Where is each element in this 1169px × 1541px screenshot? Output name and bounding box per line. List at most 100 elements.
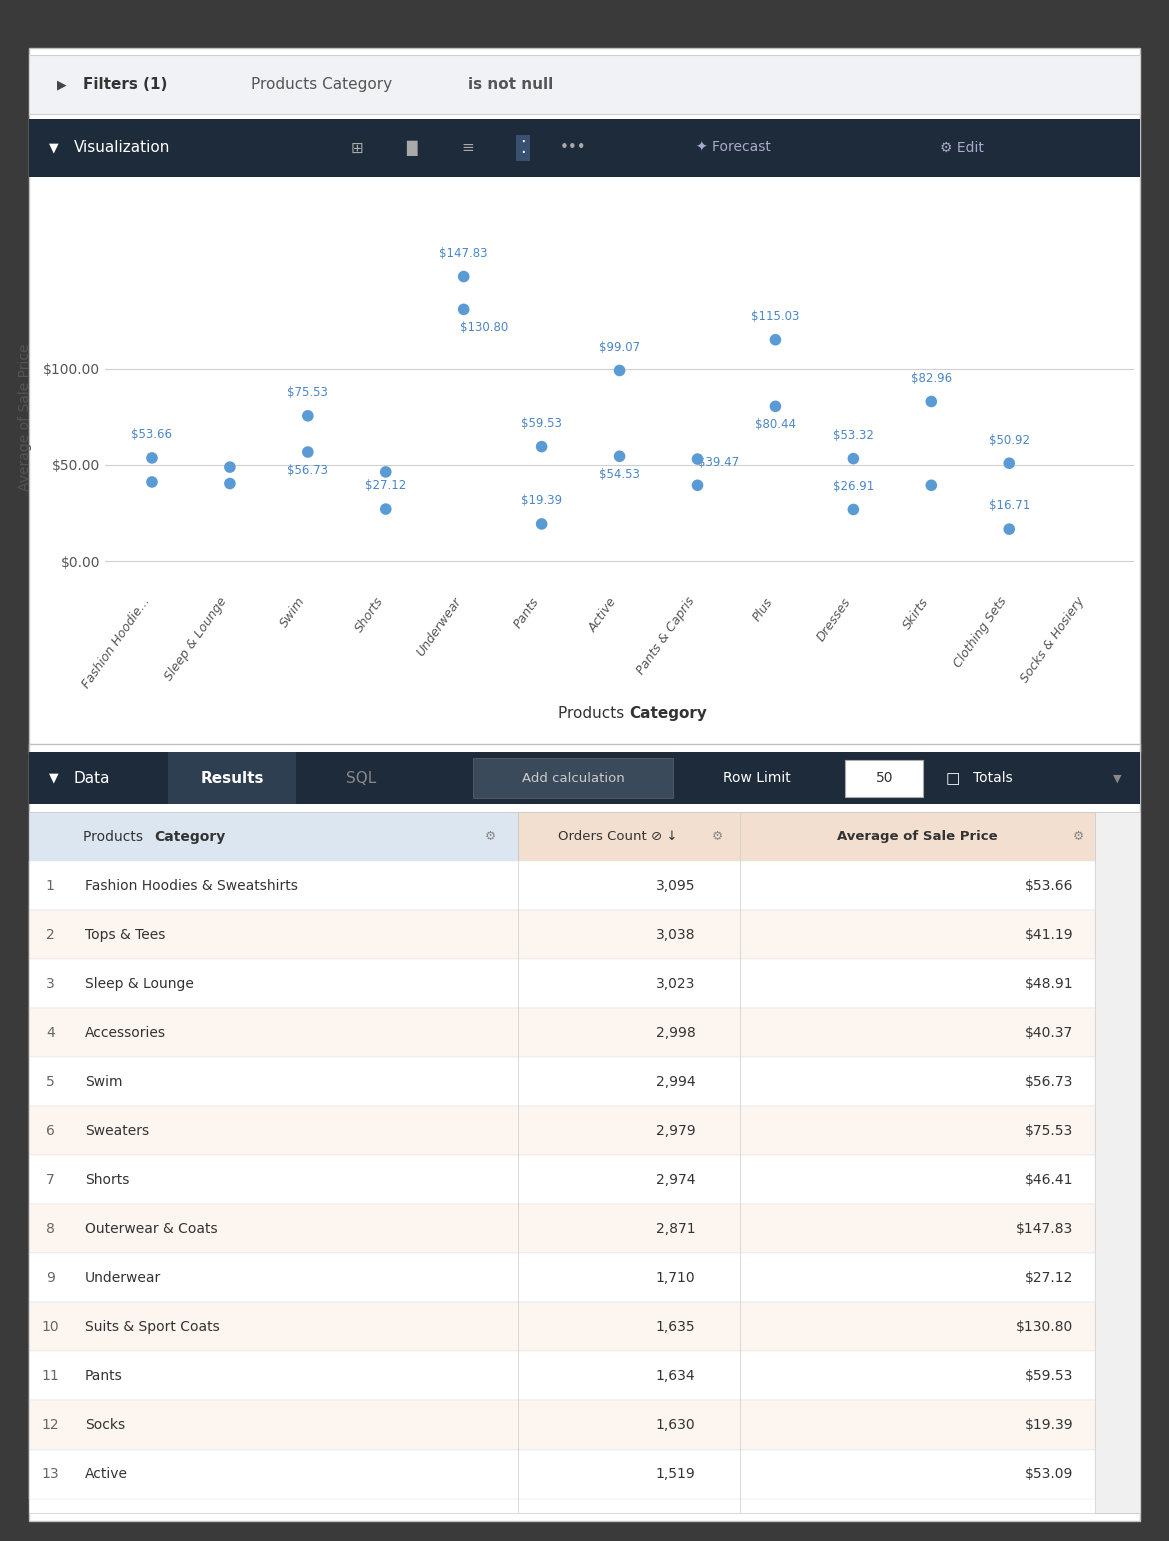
Point — [455, 264, 473, 288]
Point — [766, 394, 784, 419]
Text: Totals: Totals — [973, 770, 1014, 786]
Text: 3: 3 — [46, 977, 55, 991]
Bar — [518, 812, 1095, 861]
Point — [610, 358, 629, 382]
Text: SQL: SQL — [346, 770, 376, 786]
Point — [455, 297, 473, 322]
Bar — [29, 1351, 1095, 1401]
Text: Sweaters: Sweaters — [84, 1123, 148, 1137]
Text: Data: Data — [74, 770, 110, 786]
Text: $53.66: $53.66 — [1025, 878, 1073, 892]
Bar — [29, 1401, 1095, 1450]
Text: $82.96: $82.96 — [911, 371, 952, 385]
Text: 11: 11 — [41, 1368, 60, 1382]
Point — [143, 470, 161, 495]
Bar — [29, 959, 1095, 1008]
Text: ▐▌: ▐▌ — [401, 140, 424, 156]
Text: $130.80: $130.80 — [461, 322, 509, 334]
Text: Orders Count ⊘ ↓: Orders Count ⊘ ↓ — [558, 831, 678, 843]
Text: 1,519: 1,519 — [656, 1467, 696, 1481]
Bar — [168, 752, 296, 804]
Text: Suits & Sport Coats: Suits & Sport Coats — [84, 1321, 220, 1335]
Bar — [29, 911, 1095, 959]
Text: Visualization: Visualization — [74, 140, 170, 156]
Text: 2,979: 2,979 — [656, 1123, 696, 1137]
Text: 1,635: 1,635 — [656, 1321, 696, 1335]
Text: $75.53: $75.53 — [288, 387, 328, 399]
Bar — [29, 1302, 1095, 1351]
Bar — [29, 812, 518, 861]
Text: $39.47: $39.47 — [698, 456, 739, 468]
Text: 1: 1 — [46, 878, 55, 892]
Text: 5: 5 — [46, 1074, 55, 1089]
Text: $16.71: $16.71 — [989, 499, 1030, 513]
Text: 12: 12 — [42, 1418, 60, 1432]
Text: 4: 4 — [46, 1026, 55, 1040]
Text: Category: Category — [629, 706, 707, 721]
Point — [376, 459, 395, 484]
Text: ⁚: ⁚ — [520, 139, 526, 157]
Text: $75.53: $75.53 — [1025, 1123, 1073, 1137]
Text: Filters (1): Filters (1) — [83, 77, 167, 92]
Bar — [29, 1156, 1095, 1205]
Text: 1,710: 1,710 — [656, 1271, 696, 1285]
Text: •••: ••• — [560, 140, 587, 156]
Text: Socks: Socks — [84, 1418, 125, 1432]
Text: $41.19: $41.19 — [1024, 928, 1073, 942]
Text: Category: Category — [154, 829, 226, 843]
Text: Outerwear & Coats: Outerwear & Coats — [84, 1222, 217, 1236]
Bar — [845, 760, 924, 797]
Text: $147.83: $147.83 — [1016, 1222, 1073, 1236]
Text: Products Category: Products Category — [251, 77, 393, 92]
Text: 10: 10 — [42, 1321, 60, 1335]
Bar — [473, 758, 673, 798]
Point — [221, 455, 240, 479]
Text: ⁚: ⁚ — [521, 140, 526, 156]
Point — [143, 445, 161, 470]
Point — [999, 516, 1018, 541]
Text: $59.53: $59.53 — [1025, 1368, 1073, 1382]
Point — [999, 452, 1018, 476]
Text: 1,630: 1,630 — [656, 1418, 696, 1432]
Text: Products: Products — [558, 706, 629, 721]
Text: ⊞: ⊞ — [351, 140, 364, 156]
Text: is not null: is not null — [468, 77, 553, 92]
Bar — [29, 1008, 1095, 1057]
Bar — [29, 1253, 1095, 1302]
Point — [298, 404, 317, 428]
Text: 13: 13 — [42, 1467, 60, 1481]
Text: Tops & Tees: Tops & Tees — [84, 928, 165, 942]
Point — [532, 435, 551, 459]
Text: 2: 2 — [46, 928, 55, 942]
Text: 3,023: 3,023 — [656, 977, 696, 991]
Text: 3,095: 3,095 — [656, 878, 696, 892]
Text: ⚙: ⚙ — [1073, 831, 1085, 843]
Text: $53.66: $53.66 — [131, 428, 173, 441]
Text: $130.80: $130.80 — [1016, 1321, 1073, 1335]
Point — [298, 439, 317, 464]
Bar — [1095, 812, 1140, 1513]
Point — [610, 444, 629, 468]
Text: $50.92: $50.92 — [989, 433, 1030, 447]
Text: ✦ Forecast: ✦ Forecast — [696, 140, 770, 156]
Text: Swim: Swim — [84, 1074, 123, 1089]
Text: $53.09: $53.09 — [1025, 1467, 1073, 1481]
Text: $27.12: $27.12 — [365, 479, 407, 493]
Text: $99.07: $99.07 — [599, 341, 641, 354]
Text: $27.12: $27.12 — [1025, 1271, 1073, 1285]
Point — [376, 496, 395, 521]
Text: Add calculation: Add calculation — [523, 772, 624, 784]
Text: Active: Active — [84, 1467, 127, 1481]
Point — [766, 327, 784, 351]
Text: ▼: ▼ — [49, 142, 58, 154]
Text: □: □ — [946, 770, 960, 786]
Text: $19.39: $19.39 — [1024, 1418, 1073, 1432]
Text: Underwear: Underwear — [84, 1271, 161, 1285]
Text: 7: 7 — [46, 1173, 55, 1187]
Text: $115.03: $115.03 — [752, 310, 800, 324]
Text: 3,038: 3,038 — [656, 928, 696, 942]
Text: $59.53: $59.53 — [521, 418, 562, 430]
Point — [844, 498, 863, 522]
Bar — [29, 861, 1095, 911]
Text: Shorts: Shorts — [84, 1173, 129, 1187]
